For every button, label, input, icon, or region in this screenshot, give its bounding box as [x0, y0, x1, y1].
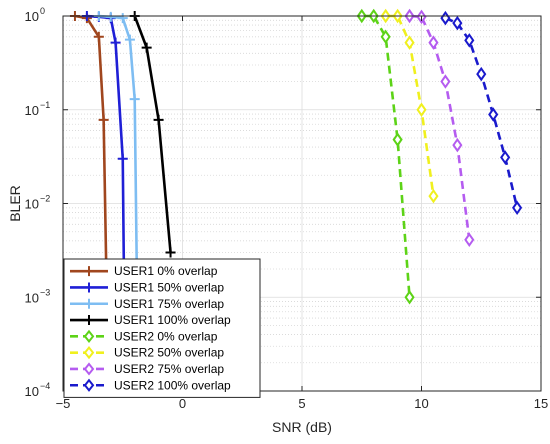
y-tick-exponent: −4	[40, 381, 50, 391]
series-3	[93, 11, 140, 392]
data-point	[464, 232, 475, 248]
data-point	[98, 114, 109, 125]
data-point	[105, 11, 116, 22]
legend-marker	[83, 329, 95, 343]
data-point	[129, 94, 140, 105]
data-point	[452, 137, 463, 153]
data-point	[117, 13, 128, 24]
y-tick-label: 10	[25, 290, 39, 305]
data-point	[93, 31, 104, 42]
legend-label: USER2 50% overlap	[114, 346, 224, 360]
data-point	[428, 35, 439, 50]
data-point	[110, 37, 121, 48]
data-point	[500, 150, 511, 165]
data-point	[488, 107, 499, 122]
legend-label: USER1 100% overlap	[114, 313, 231, 327]
legend-marker	[84, 315, 94, 326]
x-tick-label: 5	[298, 396, 305, 411]
data-point	[392, 132, 403, 147]
legend-label: USER2 0% overlap	[114, 329, 218, 343]
data-point	[476, 66, 487, 82]
data-point	[165, 247, 176, 258]
y-tick-exponent: −2	[40, 194, 50, 204]
series-line	[409, 14, 471, 240]
data-point	[416, 102, 427, 117]
data-point	[404, 35, 415, 50]
series-line	[133, 15, 172, 253]
legend-box	[63, 258, 261, 398]
legend-marker	[83, 362, 95, 376]
y-axis-label: BLER	[7, 185, 23, 222]
x-tick-label: 10	[414, 396, 428, 411]
data-point	[141, 42, 152, 53]
y-tick-exponent: −1	[40, 100, 50, 110]
y-tick-label: 10	[25, 384, 39, 399]
legend-label: USER2 75% overlap	[114, 362, 224, 376]
legend-label: USER1 50% overlap	[114, 280, 224, 294]
legend-marker	[83, 378, 95, 392]
legend-label: USER2 100% overlap	[114, 378, 231, 392]
data-point	[464, 33, 475, 48]
y-tick-exponent: −3	[40, 287, 50, 297]
data-point	[117, 153, 128, 164]
legend-marker	[84, 266, 94, 277]
legend-marker	[84, 298, 94, 309]
y-tick-label: 10	[25, 197, 39, 212]
data-point	[153, 114, 164, 125]
legend-label: USER1 0% overlap	[114, 264, 218, 278]
series-8	[440, 10, 523, 216]
data-point	[452, 15, 463, 31]
x-tick-label: 0	[179, 396, 186, 411]
y-tick-exponent: 0	[40, 6, 45, 16]
data-point	[428, 188, 439, 204]
legend-label: USER1 75% overlap	[114, 297, 224, 311]
data-point	[380, 29, 391, 45]
legend-marker	[84, 282, 94, 293]
series-7	[404, 8, 475, 248]
x-tick-label: 15	[534, 396, 548, 411]
x-tick-label: −5	[56, 396, 71, 411]
y-tick-label: 10	[25, 9, 39, 24]
data-point	[124, 34, 135, 45]
y-tick-label: 10	[25, 103, 39, 118]
x-axis-label: SNR (dB)	[272, 419, 332, 435]
data-point	[440, 74, 451, 89]
data-point	[512, 200, 523, 216]
legend-marker	[83, 346, 95, 360]
data-point	[404, 290, 415, 305]
